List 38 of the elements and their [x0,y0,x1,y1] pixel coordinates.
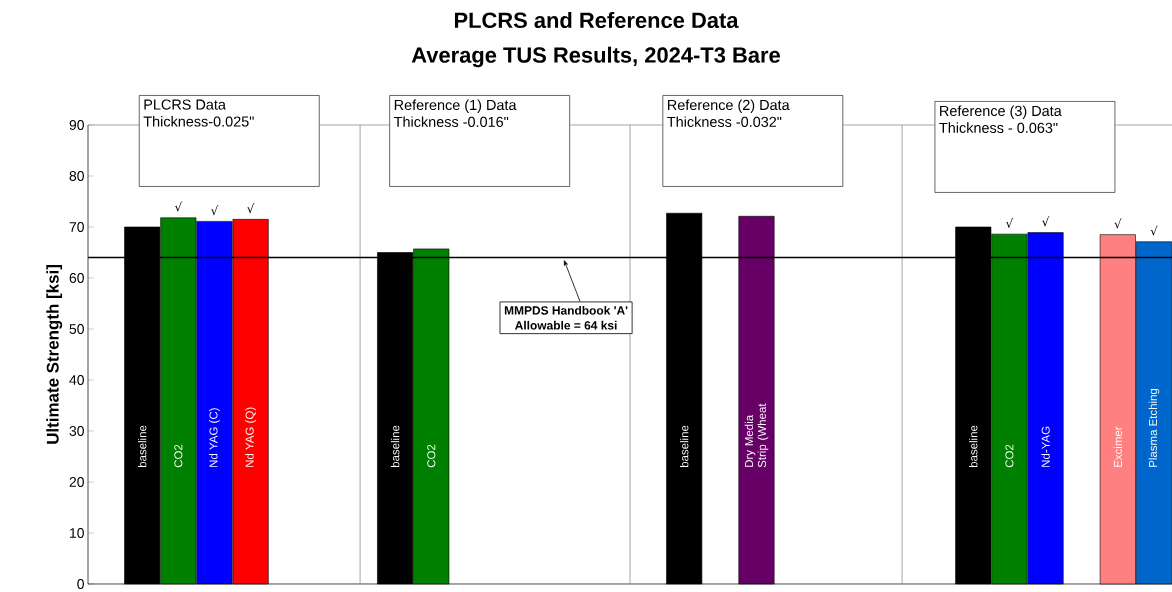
x-tick-label: Excimer [1113,426,1123,467]
annotation: Reference (2) Data Thickness -0.032" [667,99,790,127]
x-tick-label: baseline [969,425,978,468]
x-tick-label: baseline [680,425,689,468]
y-tick-label: 40 [69,375,84,385]
x-tick-label: Plasma Etching [1148,388,1160,467]
y-tick-label: 20 [69,477,84,487]
data-label: √ [1150,225,1158,236]
ref-line-label: MMPDS Handbook 'A' Allowable = 64 ksi [504,305,628,330]
data-label: √ [1005,218,1014,228]
y-tick-label: 80 [69,171,84,181]
x-tick-label: CO2 [427,444,436,468]
y-tick-label: 60 [69,273,84,283]
annotation: Reference (3) Data Thickness - 0.063" [939,105,1062,133]
x-tick-label: Nd YAG (C) [209,408,220,467]
data-label: √ [247,203,255,214]
chart-subtitle: Average TUS Results, 2024-T3 Bare [411,46,780,68]
x-tick-label: baseline [138,425,147,468]
y-tick-label: 0 [77,579,84,589]
y-tick-label: 50 [69,324,84,334]
annotation: PLCRS Data Thickness-0.025" [143,99,254,127]
x-tick-label: Nd YAG (Q) [245,407,256,467]
chart-title: PLCRS and Reference Data [454,11,739,29]
annotation: Reference (1) Data Thickness -0.016" [393,99,517,127]
data-label: √ [1114,218,1122,229]
y-tick-label: 30 [69,426,84,436]
y-tick-label: 90 [69,120,84,130]
data-label: √ [174,201,183,212]
data-label: √ [1042,216,1050,227]
x-tick-label: baseline [390,425,400,468]
data-label: √ [211,205,219,216]
x-tick-label: Nd-YAG [1041,426,1050,467]
x-tick-label: CO2 [174,444,183,468]
y-axis-title: Ultimate Strength [ksi] [46,265,63,444]
x-tick-label: Dry Media Strip (Wheat [744,403,769,468]
y-tick-label: 10 [70,528,84,538]
x-tick-label: CO2 [1005,444,1014,468]
y-tick-label: 70 [69,222,84,232]
